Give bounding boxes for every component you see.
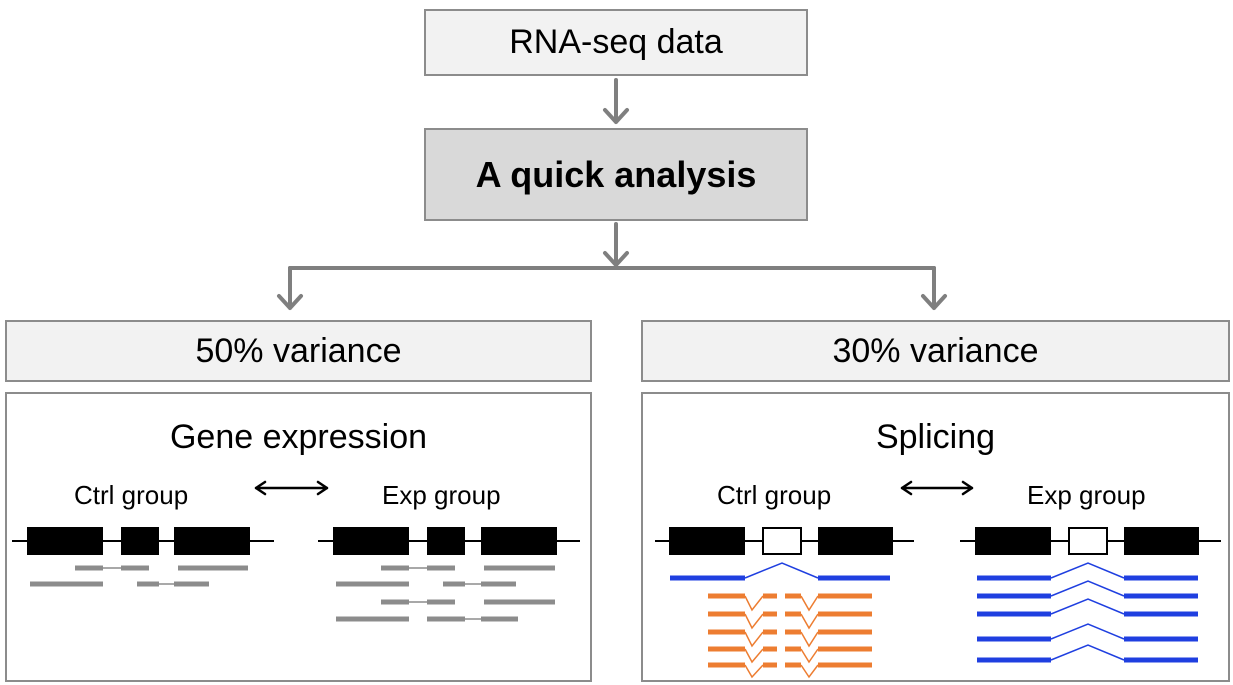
gene-expression-title: Gene expression — [169, 418, 428, 456]
rna-seq-data-box: RNA-seq data — [424, 9, 808, 76]
left-variance-label: 50% variance — [195, 331, 402, 370]
quick-analysis-label: A quick analysis — [475, 153, 757, 195]
arrow-to-right — [921, 266, 947, 310]
right-ctrl-gene-model — [655, 527, 914, 555]
right-exp-skipping-reads — [977, 562, 1198, 663]
left-exp-gene-model — [318, 527, 580, 555]
left-variance-box: 50% variance — [5, 320, 592, 382]
exon — [27, 527, 103, 555]
left-ctrl-gene-model — [12, 527, 274, 555]
right-ctrl-inclusion-reads — [708, 593, 872, 679]
left-exp-reads — [336, 565, 555, 622]
left-double-arrow — [254, 480, 329, 496]
arrow-mid-down — [603, 222, 629, 267]
alt-exon — [762, 527, 802, 555]
right-variance-label: 30% variance — [832, 331, 1039, 370]
right-double-arrow — [900, 480, 974, 496]
exon — [975, 527, 1051, 555]
exon — [481, 527, 557, 555]
right-ctrl-skipping-read — [670, 562, 890, 581]
exon — [818, 527, 893, 555]
right-exp-group-label: Exp group — [1027, 480, 1146, 510]
arrow-to-left — [277, 266, 303, 310]
exon — [427, 527, 465, 555]
exon — [174, 527, 250, 555]
flow-connectors — [277, 78, 947, 310]
exon — [669, 527, 745, 555]
left-ctrl-reads — [30, 565, 248, 587]
right-variance-box: 30% variance — [641, 320, 1230, 382]
double-arrows — [254, 480, 974, 496]
left-exp-group-label: Exp group — [382, 480, 501, 510]
quick-analysis-box: A quick analysis — [424, 128, 808, 221]
splicing-title: Splicing — [875, 418, 996, 456]
right-exp-gene-model — [960, 527, 1221, 555]
gene-expression-panel: Gene expression Ctrl group Exp group — [5, 392, 592, 682]
exon — [1124, 527, 1199, 555]
arrow-top-to-mid — [603, 78, 629, 124]
alt-exon — [1068, 527, 1108, 555]
left-ctrl-group-label: Ctrl group — [74, 480, 189, 510]
exon — [333, 527, 409, 555]
right-ctrl-group-label: Ctrl group — [717, 480, 832, 510]
exon — [121, 527, 159, 555]
rna-seq-data-label: RNA-seq data — [509, 23, 723, 61]
